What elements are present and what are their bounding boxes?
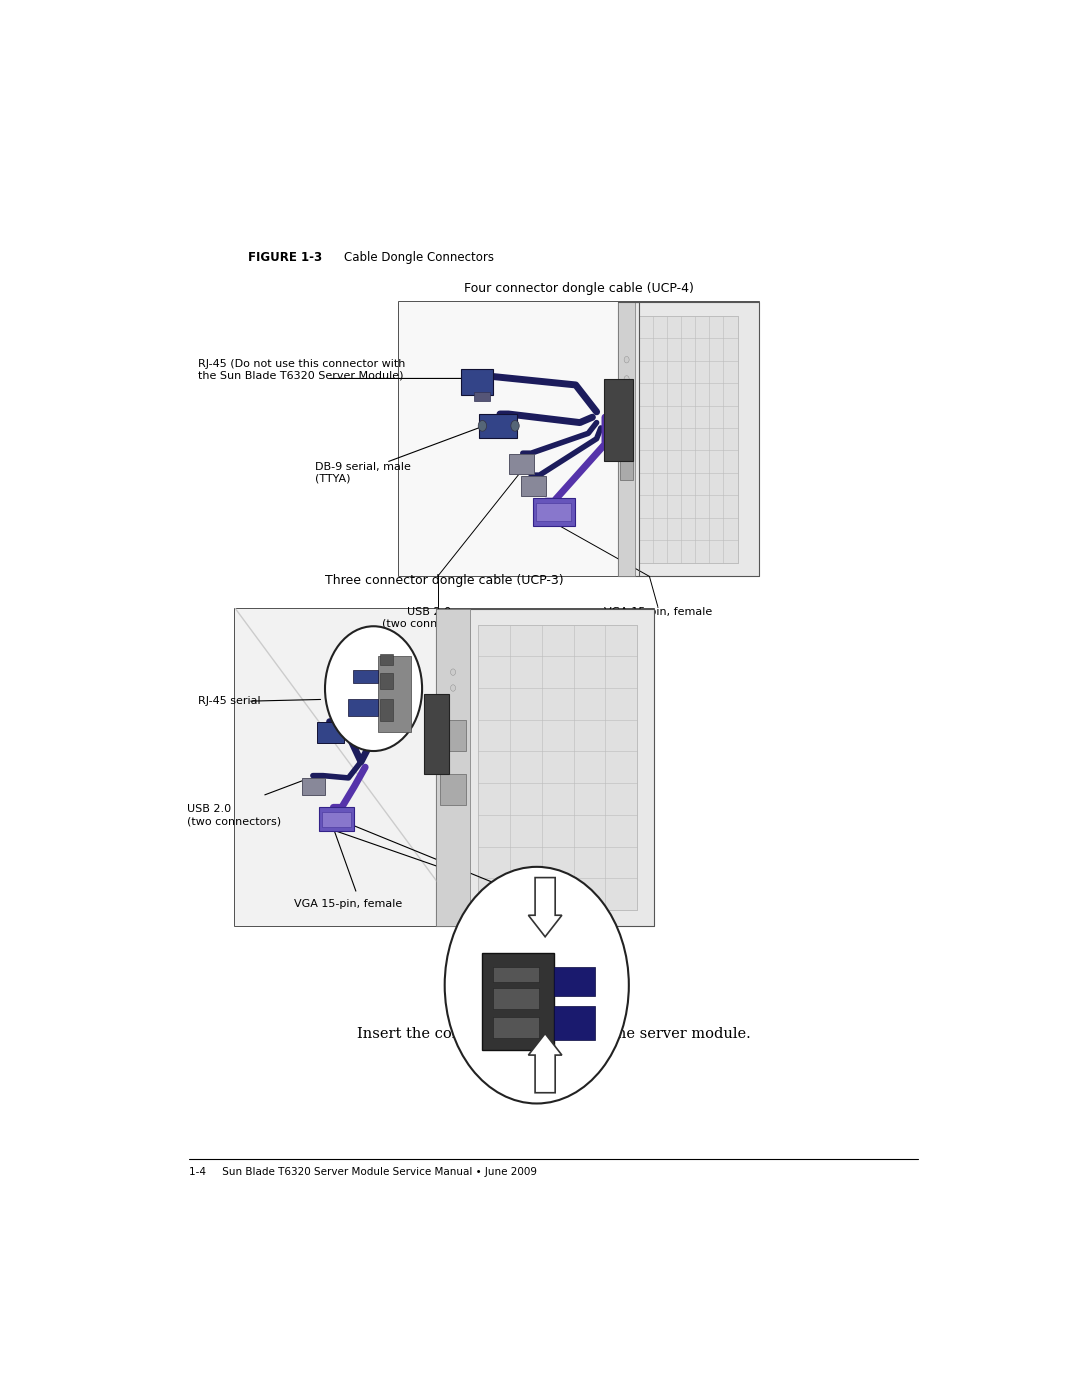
Bar	[423, 694, 449, 774]
Circle shape	[478, 420, 487, 432]
Text: VGA 15-pin, female: VGA 15-pin, female	[294, 900, 402, 909]
Bar	[322, 812, 351, 827]
Circle shape	[511, 420, 519, 432]
Bar	[480, 414, 516, 437]
Bar	[349, 700, 378, 715]
Bar	[235, 609, 465, 926]
Circle shape	[624, 376, 630, 383]
Bar	[522, 476, 546, 496]
Bar	[436, 609, 654, 926]
Bar	[554, 967, 595, 996]
Bar	[440, 774, 467, 806]
Text: Three connector dongle cable (UCP-3): Three connector dongle cable (UCP-3)	[325, 574, 564, 587]
Bar	[318, 722, 343, 743]
Bar	[436, 609, 470, 926]
Circle shape	[325, 626, 422, 752]
Circle shape	[445, 868, 629, 1104]
Text: DB-9 serial, male
(TTYA): DB-9 serial, male (TTYA)	[315, 462, 410, 483]
Bar	[235, 609, 654, 926]
Circle shape	[624, 395, 630, 401]
Bar	[534, 497, 575, 525]
Text: Insert the connector straight into the server module.: Insert the connector straight into the s…	[356, 1027, 751, 1041]
Circle shape	[624, 356, 630, 363]
Bar	[494, 988, 539, 1009]
Bar	[483, 953, 554, 1049]
Bar	[440, 719, 467, 752]
Bar	[536, 503, 570, 521]
Bar	[620, 447, 633, 481]
Bar	[494, 1017, 539, 1038]
Bar	[478, 624, 637, 909]
Text: USB 2.0
(two connectors): USB 2.0 (two connectors)	[187, 805, 281, 826]
Circle shape	[450, 669, 456, 675]
FancyArrow shape	[528, 877, 562, 937]
Bar	[618, 302, 635, 577]
Bar	[380, 654, 393, 665]
Bar	[620, 401, 633, 433]
Text: USB 2.0
(two connectors): USB 2.0 (two connectors)	[382, 606, 476, 629]
Circle shape	[450, 685, 456, 692]
Bar	[461, 369, 492, 394]
Bar	[399, 302, 644, 577]
Bar	[554, 1006, 595, 1039]
Bar	[509, 454, 534, 474]
Text: RJ-45 (Do not use this connector with
the Sun Blade T6320 Server Module): RJ-45 (Do not use this connector with th…	[198, 359, 405, 380]
Bar	[399, 302, 758, 577]
Bar	[618, 302, 758, 577]
Text: 1-4     Sun Blade T6320 Server Module Service Manual • June 2009: 1-4 Sun Blade T6320 Server Module Servic…	[189, 1166, 538, 1176]
Text: VGA 15-pin, female: VGA 15-pin, female	[604, 606, 712, 616]
Bar	[604, 379, 633, 461]
Bar	[380, 672, 393, 689]
Bar	[380, 700, 393, 721]
Bar	[474, 393, 490, 401]
Text: Four connector dongle cable (UCP-4): Four connector dongle cable (UCP-4)	[463, 282, 693, 295]
FancyArrow shape	[528, 1034, 562, 1092]
Bar	[302, 778, 325, 795]
Text: RJ-45 serial: RJ-45 serial	[198, 696, 260, 705]
Bar	[639, 316, 738, 563]
Bar	[320, 807, 354, 831]
Text: FIGURE 1-3: FIGURE 1-3	[248, 251, 322, 264]
Bar	[378, 657, 411, 732]
Bar	[352, 671, 378, 683]
Text: Cable Dongle Connectors: Cable Dongle Connectors	[345, 251, 495, 264]
Bar	[494, 967, 539, 982]
